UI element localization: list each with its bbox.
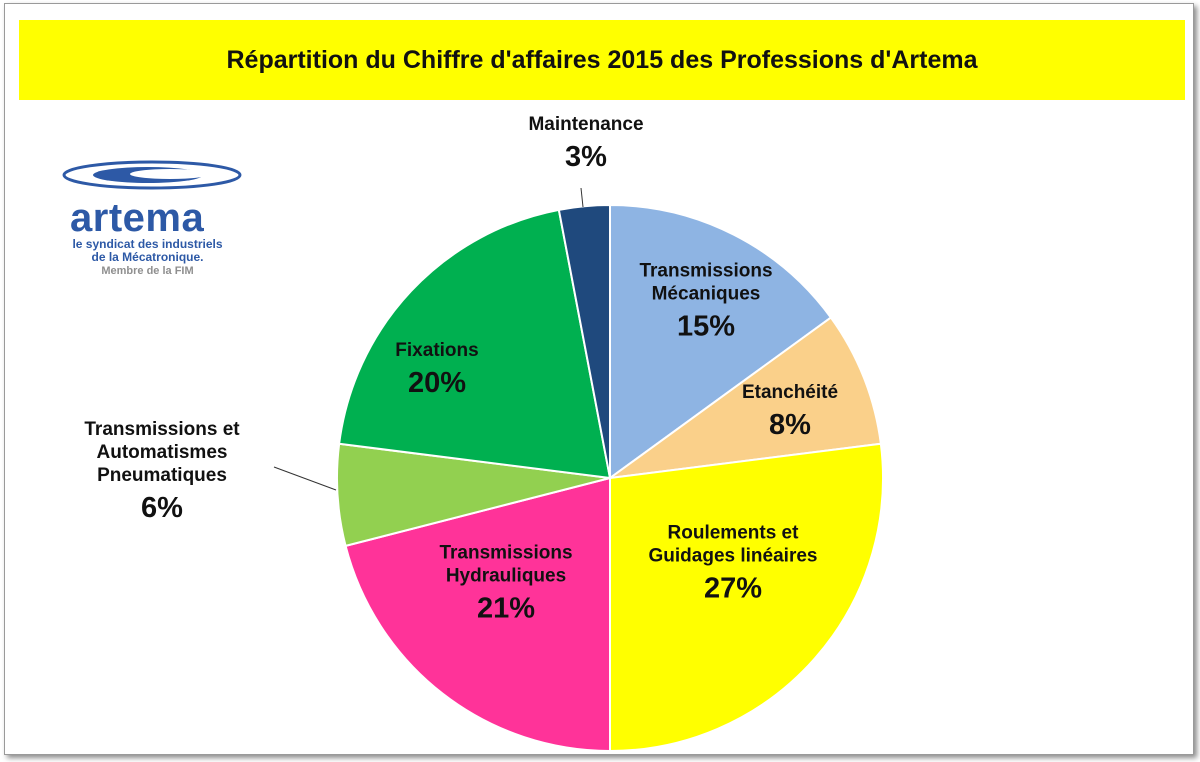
logo-wordmark: artema bbox=[70, 196, 205, 240]
pie-slice bbox=[609, 204, 832, 479]
slice-category-label: Transmissions bbox=[639, 261, 772, 282]
slice-value-label: 15% bbox=[677, 311, 735, 343]
slice-category-label: Transmissions et bbox=[84, 419, 240, 440]
leader-line bbox=[580, 187, 584, 208]
slice-value-label: 6% bbox=[141, 492, 183, 524]
slice-category-label: Transmissions bbox=[439, 543, 572, 564]
slice-category-label: Hydrauliques bbox=[446, 566, 566, 587]
slice-category-label: Pneumatiques bbox=[97, 465, 227, 486]
pie-slice bbox=[557, 204, 611, 479]
pie-slice bbox=[344, 477, 611, 752]
slice-category-label: Fixations bbox=[395, 340, 478, 361]
slice-label: Etanchéité 8% bbox=[742, 382, 838, 441]
slice-category-label: Mécaniques bbox=[652, 284, 761, 305]
slice-category-label: Automatismes bbox=[97, 442, 228, 463]
slice-category-label: Etanchéité bbox=[742, 382, 838, 403]
slice-value-label: 27% bbox=[704, 573, 762, 605]
logo-tagline-2: de la Mécatronique. bbox=[91, 250, 204, 264]
slice-value-label: 3% bbox=[565, 141, 607, 173]
pie-slice bbox=[609, 316, 882, 479]
artema-logo: artema le syndicat des industriels de la… bbox=[60, 158, 245, 283]
slice-label: Fixations 20% bbox=[395, 340, 478, 399]
slice-value-label: 8% bbox=[769, 409, 811, 441]
slice-label: Transmissions etAutomatismesPneumatiques… bbox=[84, 419, 240, 524]
chart-title: Répartition du Chiffre d'affaires 2015 d… bbox=[226, 45, 978, 74]
slice-label: Maintenance 3% bbox=[528, 114, 643, 173]
logo-tagline-3: Membre de la FIM bbox=[101, 265, 194, 277]
logo-swoosh-icon bbox=[62, 160, 242, 190]
slice-value-label: 21% bbox=[477, 593, 535, 625]
title-banner: Répartition du Chiffre d'affaires 2015 d… bbox=[19, 20, 1185, 100]
slice-value-label: 20% bbox=[408, 367, 466, 399]
slice-category-label: Roulements et bbox=[668, 523, 800, 544]
slice-category-label: Maintenance bbox=[528, 114, 643, 135]
pie-slice bbox=[338, 208, 611, 479]
pie-slice bbox=[609, 442, 884, 752]
leader-line bbox=[273, 466, 337, 491]
slice-category-label: Guidages linéaires bbox=[649, 546, 818, 567]
logo-tagline-1: le syndicat des industriels bbox=[72, 237, 223, 251]
